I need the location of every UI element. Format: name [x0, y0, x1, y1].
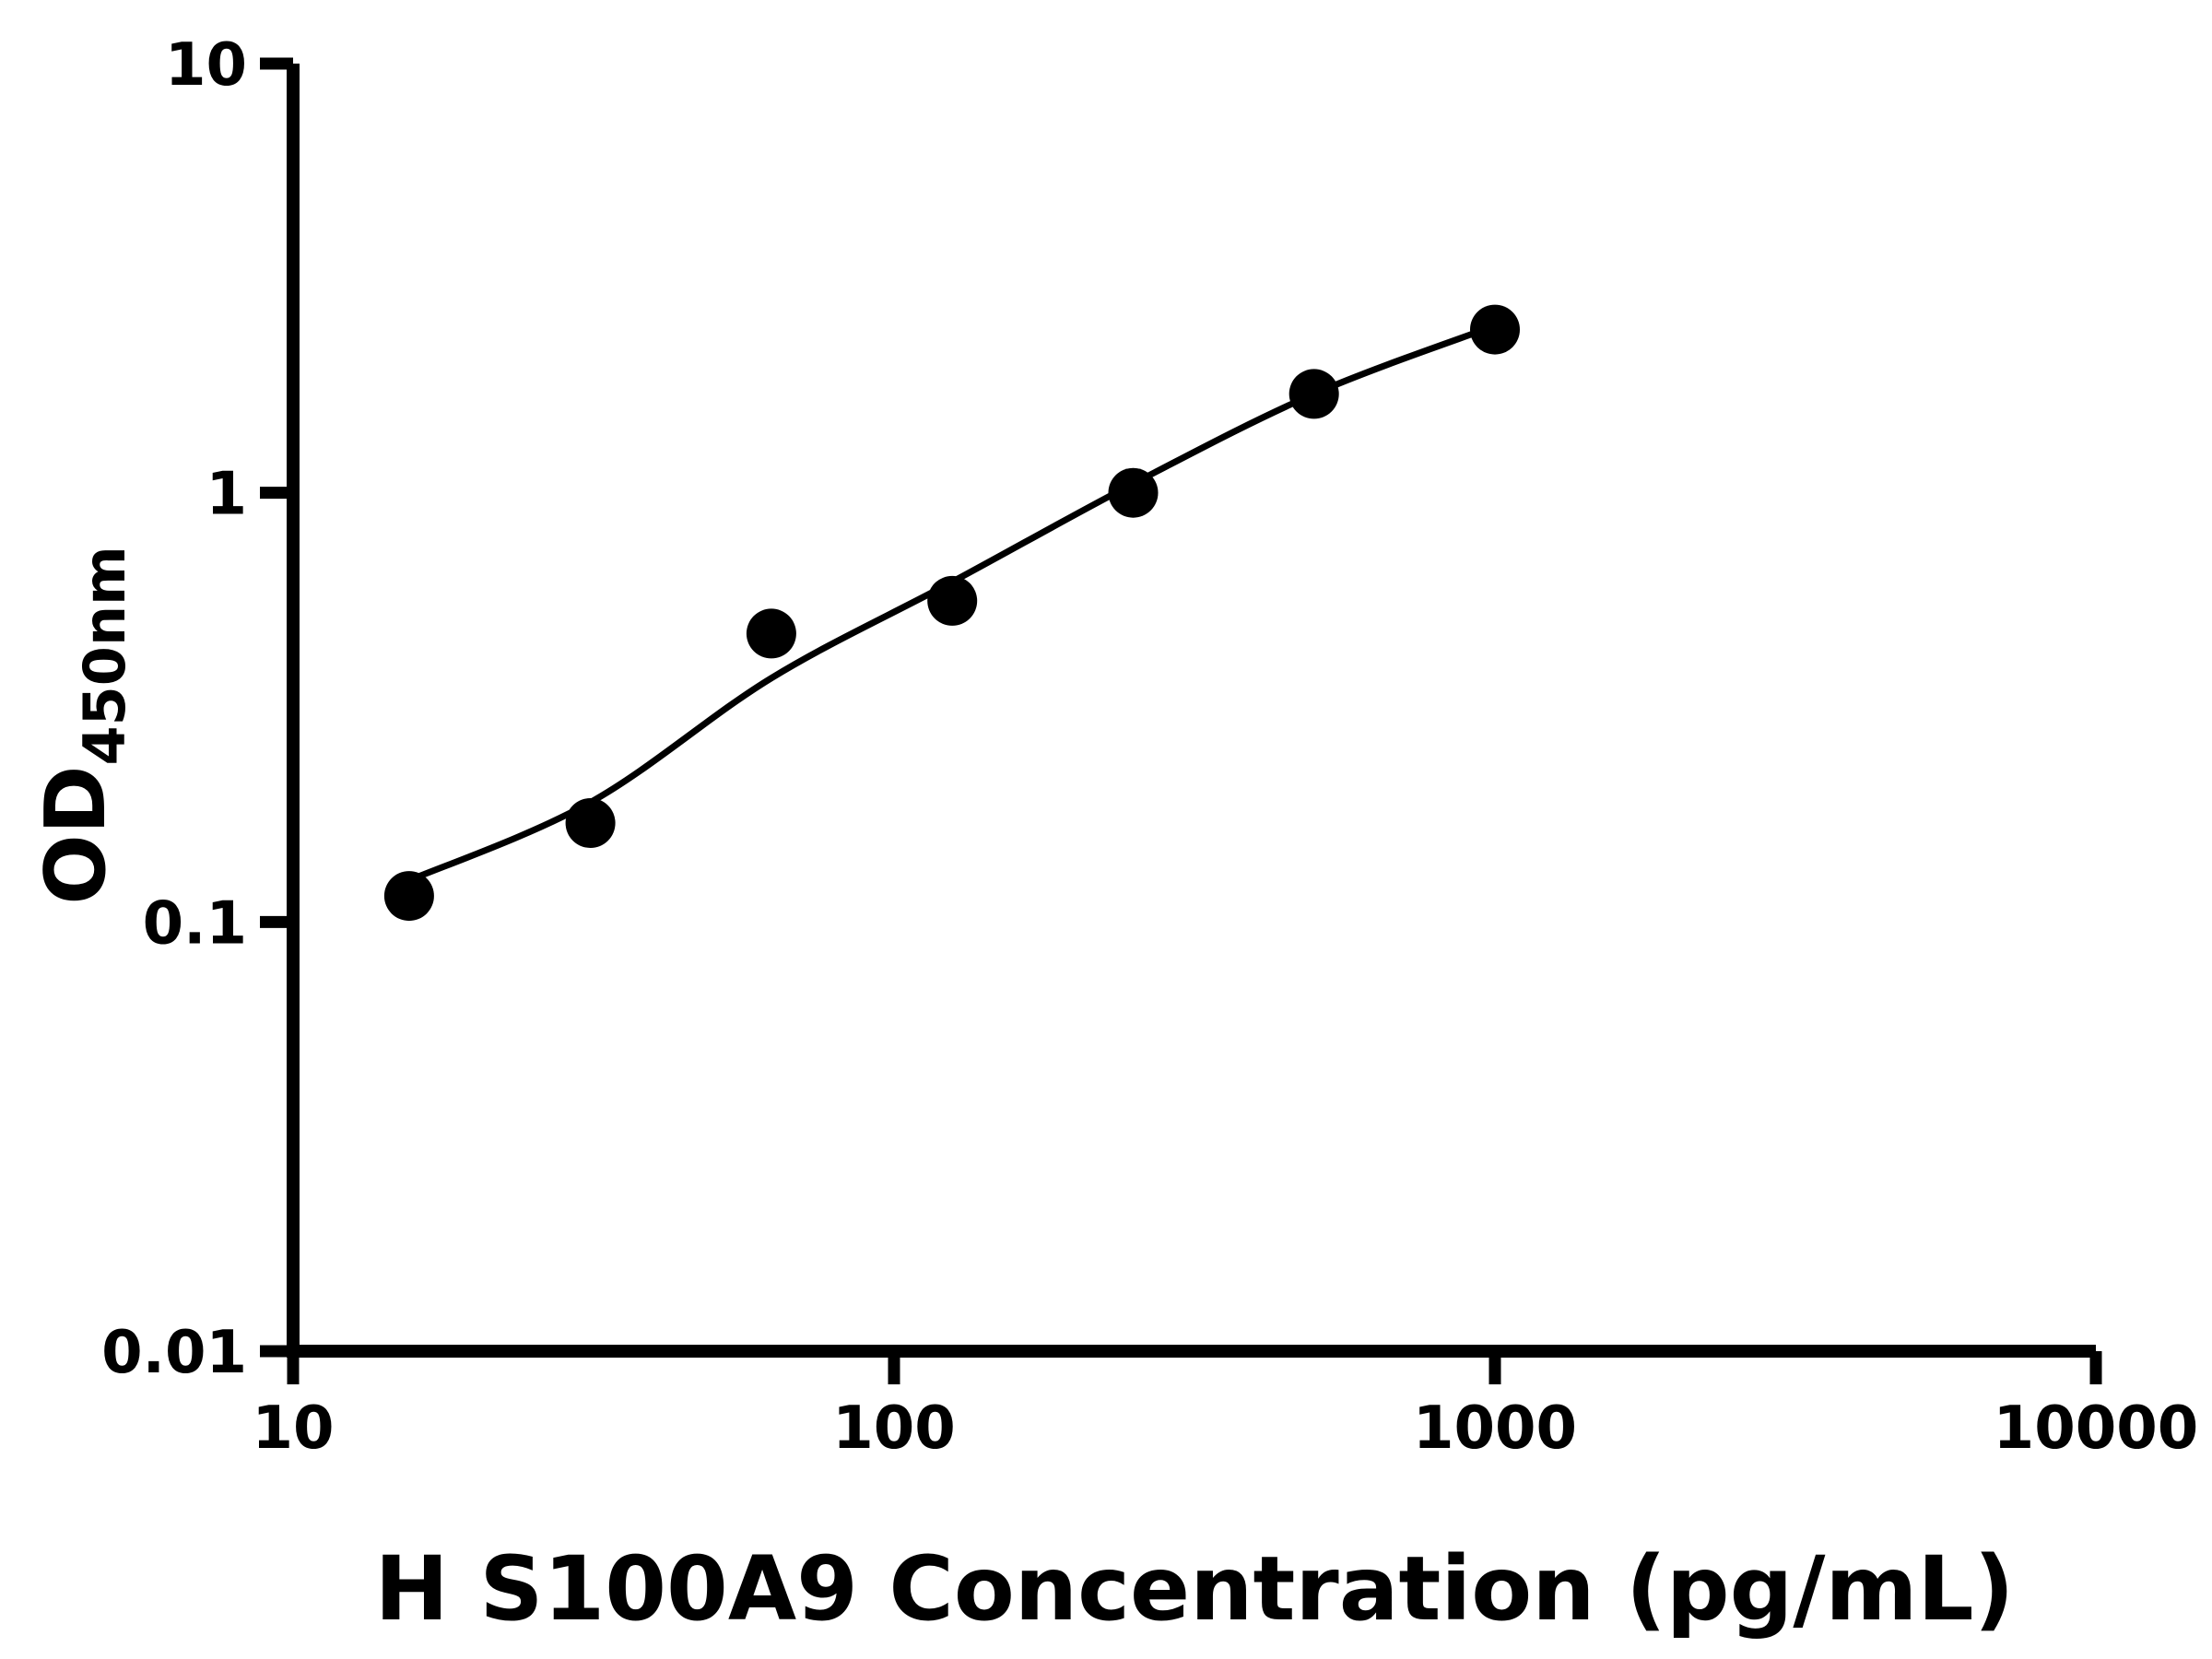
- y-axis-title-subscript: 450nm: [71, 546, 138, 766]
- data-point: [746, 608, 796, 659]
- y-tick-label: 0.1: [143, 889, 247, 958]
- y-tick-label: 0.01: [101, 1319, 247, 1387]
- x-tick-label: 100: [832, 1394, 956, 1463]
- y-axis-title: OD450nm: [28, 546, 138, 904]
- x-axis-title: H S100A9 Concentration (pg/mL): [374, 1537, 2015, 1641]
- data-point: [383, 871, 434, 922]
- data-point: [1108, 467, 1159, 518]
- data-point: [927, 575, 978, 626]
- x-tick-label: 1000: [1413, 1394, 1577, 1463]
- axis-spine: [287, 64, 2096, 1358]
- y-tick-label: 10: [165, 31, 247, 100]
- data-point: [1470, 304, 1520, 355]
- data-point: [1288, 369, 1339, 419]
- x-tick-label: 10000: [1994, 1394, 2199, 1463]
- y-tick-label: 1: [206, 461, 247, 529]
- standard-points: [383, 304, 1520, 922]
- x-tick-label: 10: [252, 1394, 334, 1463]
- data-point: [565, 798, 616, 848]
- y-axis-title-main: OD: [28, 765, 124, 905]
